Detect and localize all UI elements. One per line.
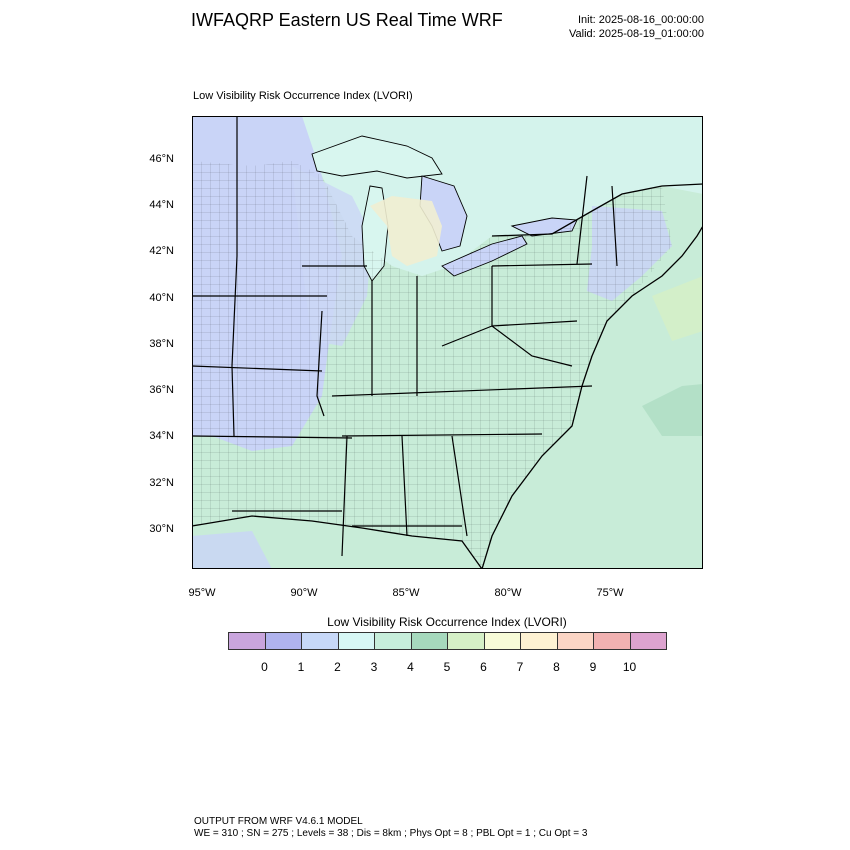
michigan-highlight [370,196,442,266]
county-grid [192,161,672,569]
footer-line-1: OUTPUT FROM WRF V4.6.1 MODEL [194,816,363,827]
atlantic-ocean [482,276,703,569]
colorbar-box [228,632,266,650]
colorbar-label: 4 [407,660,414,674]
init-time: Init: 2025-08-16_00:00:00 [578,14,704,26]
colorbar-label: 8 [553,660,560,674]
model-footer: OUTPUT FROM WRF V4.6.1 MODEL WE = 310 ; … [194,816,587,840]
lat-label-40: 40°N [149,292,174,304]
colorbar-label: 1 [297,660,305,674]
lat-label-44: 44°N [149,199,174,211]
colorbar-box [374,632,412,650]
colorbar-box [629,632,667,650]
lon-label-95: 95°W [188,587,216,599]
colorbar-label: 3 [370,660,378,674]
lat-label-42: 42°N [149,245,174,257]
coastlines [192,183,703,569]
map-border [192,116,703,569]
colorbar-box [447,632,485,650]
colorbar-box [337,632,375,650]
colorbar-label: 6 [480,660,487,674]
colorbar-label: 10 [622,660,637,674]
colorbar-box [483,632,521,650]
colorbar-box [410,632,448,650]
ocean-shade-1 [642,384,703,436]
colorbar-box [520,632,558,650]
lon-label-75: 75°W [596,587,624,599]
lon-label-80: 80°W [494,587,522,599]
lon-label-90: 90°W [290,587,318,599]
colorbar-label: 5 [443,660,451,674]
lat-label-30: 30°N [149,523,174,535]
colorbar-label: 0 [261,660,268,674]
lvori-map [192,116,703,569]
lat-label-38: 38°N [149,338,174,350]
colorbar-box [593,632,631,650]
ocean-shade-2 [652,276,703,341]
state-borders [192,116,618,557]
lat-label-46: 46°N [149,153,174,165]
colorbar-title: Low Visibility Risk Occurrence Index (LV… [327,615,567,629]
lake-superior [311,135,443,179]
colorbar-label: 2 [334,660,341,674]
colorbar-label: 7 [516,660,524,674]
valid-time: Valid: 2025-08-19_01:00:00 [569,28,704,40]
gulf-shade [192,531,272,569]
footer-line-2: WE = 310 ; SN = 275 ; Levels = 38 ; Dis … [194,828,588,839]
lat-label-34: 34°N [149,430,174,442]
lat-label-36: 36°N [149,384,174,396]
time-info: Init: 2025-08-16_00:00:00 Valid: 2025-08… [520,13,704,41]
colorbar-box [264,632,302,650]
colorbar-box [301,632,339,650]
panel-title: Low Visibility Risk Occurrence Index (LV… [193,90,413,102]
colorbar [228,632,667,651]
lon-label-85: 85°W [392,587,420,599]
lat-label-32: 32°N [149,477,174,489]
map-panel [192,116,703,569]
colorbar-box [556,632,594,650]
colorbar-label: 9 [589,660,597,674]
main-title: IWFAQRP Eastern US Real Time WRF [191,10,503,30]
